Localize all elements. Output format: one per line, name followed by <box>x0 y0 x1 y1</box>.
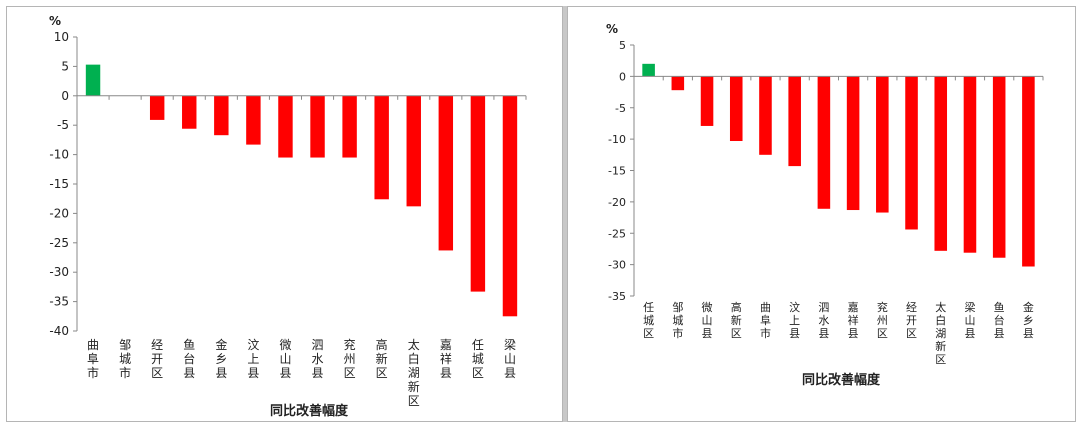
x-axis-title: 同比改善幅度 <box>270 403 349 419</box>
y-tick-label: -35 <box>608 290 626 303</box>
bar-8 <box>310 95 325 158</box>
bar-1 <box>85 64 101 96</box>
right-chart-panel: 5 0 -5 -10 -15 -20 -25 -30 -35% 任城区 邹城市 微山县 高新区 曲阜市 汶上… <box>567 6 1076 422</box>
y-tick-label: -35 <box>49 295 69 309</box>
bar-9 <box>342 95 357 158</box>
category-label-2: 邹城市 <box>119 338 131 380</box>
category-label-11: 太白湖新区 <box>408 337 420 408</box>
left-chart-panel: 10 5 0 -5 -10 -15 -20 -25 -30 -35 -40% 曲阜市 邹城市 经开区 鱼台县… <box>6 6 563 422</box>
bar-5 <box>214 95 229 136</box>
category-label-14: 金乡县 <box>1023 300 1034 340</box>
category-label-9: 兖州区 <box>877 300 888 340</box>
category-label-6: 汶上县 <box>247 337 259 380</box>
y-tick-label: -5 <box>57 118 69 132</box>
category-label-4: 鱼台县 <box>183 338 195 380</box>
x-axis-title: 同比改善幅度 <box>802 372 881 388</box>
category-label-14: 梁山县 <box>504 337 516 380</box>
category-label-11: 太白湖新区 <box>935 301 946 366</box>
bar-14 <box>1022 76 1035 267</box>
bar-10 <box>905 76 918 230</box>
category-label-1: 任城区 <box>643 301 654 340</box>
category-label-3: 经开区 <box>151 338 163 380</box>
panel-divider <box>563 6 567 422</box>
category-label-12: 嘉祥县 <box>440 338 452 380</box>
y-tick-label: -30 <box>608 259 626 272</box>
category-label-10: 经开区 <box>906 301 917 340</box>
bar-10 <box>374 95 389 200</box>
y-tick-label: 5 <box>61 59 69 73</box>
y-tick-label: 0 <box>61 89 69 103</box>
y-tick-label: 5 <box>619 39 626 52</box>
bar-8 <box>846 76 860 211</box>
category-label-5: 曲阜市 <box>760 301 771 340</box>
category-label-9: 兖州区 <box>344 337 356 380</box>
left-bar-chart: 10 5 0 -5 -10 -15 -20 -25 -30 -35 -40% 曲阜市 邹城市 经开区 鱼台县… <box>49 14 527 419</box>
y-axis-unit: % <box>606 22 618 36</box>
bar-5 <box>759 76 772 155</box>
category-label-2: 邹城市 <box>672 301 683 340</box>
y-tick-label: -25 <box>608 227 626 240</box>
y-tick-label: -25 <box>49 236 69 250</box>
y-tick-label: -15 <box>49 177 69 191</box>
bar-3 <box>149 95 165 120</box>
bar-7 <box>278 95 293 158</box>
category-label-7: 微山县 <box>279 338 291 380</box>
y-tick-label: -10 <box>608 133 626 146</box>
bar-6 <box>788 76 801 167</box>
category-label-12: 梁山县 <box>964 300 975 340</box>
category-label-4: 高新区 <box>731 300 742 340</box>
bar-14 <box>502 95 518 317</box>
y-tick-label: 0 <box>619 70 626 83</box>
category-label-13: 鱼台县 <box>994 300 1005 340</box>
category-label-10: 高新区 <box>376 337 388 380</box>
bar-3 <box>700 76 714 126</box>
y-tick-label: -5 <box>615 102 626 115</box>
bar-4 <box>182 95 197 129</box>
right-bar-chart: 5 0 -5 -10 -15 -20 -25 -30 -35% 任城区 邹城市 微山县 高新区 曲阜市 汶上… <box>606 22 1044 388</box>
y-tick-label: -20 <box>49 206 69 220</box>
y-tick-label: -30 <box>49 265 69 279</box>
y-tick-label: 10 <box>54 30 69 44</box>
y-tick-label: -15 <box>608 165 626 178</box>
category-label-7: 泗水县 <box>818 301 829 340</box>
bar-11 <box>406 95 421 207</box>
category-label-8: 泗水县 <box>312 338 324 380</box>
y-axis-unit: % <box>49 14 61 28</box>
category-label-8: 嘉祥县 <box>848 300 859 340</box>
category-label-13: 任城区 <box>472 338 484 380</box>
y-tick-label: -40 <box>49 324 69 338</box>
bar-12 <box>438 95 454 251</box>
bar-6 <box>246 95 261 145</box>
category-label-5: 金乡县 <box>215 337 227 380</box>
bar-13 <box>470 95 486 292</box>
bar-4 <box>729 76 743 142</box>
category-label-6: 汶上县 <box>789 300 800 340</box>
category-label-3: 微山县 <box>702 300 713 340</box>
y-tick-label: -20 <box>608 196 626 209</box>
bar-7 <box>817 76 831 209</box>
bar-13 <box>992 76 1006 258</box>
category-label-1: 曲阜市 <box>87 338 99 380</box>
y-tick-label: -10 <box>49 148 69 162</box>
bar-2 <box>671 76 685 91</box>
bar-12 <box>963 76 977 253</box>
bar-1 <box>642 63 655 77</box>
bar-11 <box>934 76 948 251</box>
bar-9 <box>876 76 889 213</box>
